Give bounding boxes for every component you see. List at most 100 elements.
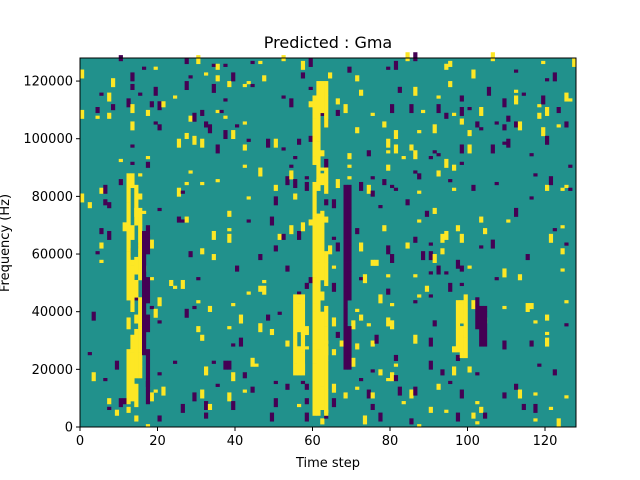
heatmap-cell: [250, 357, 255, 367]
heatmap-cell: [359, 181, 364, 191]
heatmap-cell: [390, 104, 395, 114]
heatmap-cell: [533, 418, 538, 422]
heatmap-band-cell: [316, 95, 321, 114]
heatmap-cell: [258, 254, 263, 261]
heatmap-cell: [258, 323, 263, 333]
heatmap-cell: [324, 216, 329, 223]
heatmap-cell: [320, 291, 325, 301]
heatmap-cell: [452, 164, 457, 171]
heatmap-cell: [459, 95, 464, 102]
heatmap-band-cell: [134, 346, 139, 379]
heatmap-plot-area: [80, 52, 577, 428]
heatmap-cell: [331, 383, 337, 393]
heatmap-cell: [99, 92, 104, 96]
heatmap-band-cell: [347, 184, 352, 209]
heatmap-cell: [347, 164, 352, 168]
heatmap-band-cell: [343, 222, 348, 240]
heatmap-cell: [200, 389, 205, 399]
heatmap-cell: [219, 109, 224, 114]
heatmap-cell: [401, 156, 406, 160]
heatmap-cell: [545, 337, 550, 347]
heatmap-cell: [397, 386, 402, 396]
heatmap-cell: [188, 170, 193, 174]
heatmap-band-cell: [130, 285, 135, 312]
heatmap-cell: [548, 406, 554, 411]
heatmap-cell: [541, 95, 546, 105]
heatmap-band-cell: [130, 334, 135, 353]
heatmap-cell: [95, 115, 100, 119]
heatmap-band-cell: [312, 118, 317, 137]
heatmap-cell: [211, 83, 216, 93]
heatmap-cell: [370, 259, 375, 266]
heatmap-cell: [107, 230, 112, 240]
heatmap-cell: [107, 398, 112, 405]
heatmap-band-cell: [343, 285, 348, 292]
heatmap-cell: [386, 377, 391, 382]
heatmap-cell: [215, 75, 220, 82]
heatmap-cell: [463, 294, 468, 301]
heatmap-cell: [479, 245, 484, 249]
heatmap-cell: [297, 230, 302, 240]
heatmap-band-cell: [126, 184, 131, 203]
heatmap-cell: [359, 277, 364, 281]
heatmap-cell: [424, 285, 430, 292]
heatmap-band-cell: [126, 349, 131, 367]
heatmap-cell: [459, 161, 464, 165]
heatmap-cell: [149, 305, 154, 310]
heatmap-cell: [308, 86, 313, 91]
heatmap-cell: [502, 305, 507, 310]
heatmap-cell: [432, 254, 437, 263]
heatmap-cell: [413, 334, 418, 344]
heatmap-cell: [541, 60, 546, 65]
heatmap-cell: [184, 181, 189, 186]
heatmap-cell: [362, 415, 368, 425]
heatmap-cell: [378, 205, 383, 209]
heatmap-band-cell: [463, 337, 468, 359]
heatmap-cell: [304, 176, 309, 180]
heatmap-cell: [304, 412, 309, 422]
heatmap-cell: [545, 107, 550, 116]
x-tick-label: 100: [455, 434, 480, 449]
heatmap-band-cell: [145, 225, 151, 238]
heatmap-cell: [269, 328, 275, 336]
heatmap-cell: [479, 127, 484, 131]
heatmap-cell: [514, 207, 519, 217]
heatmap-cell: [103, 184, 108, 194]
heatmap-band-cell: [343, 291, 348, 310]
heatmap-cell: [409, 418, 414, 425]
heatmap-cell: [421, 109, 426, 114]
heatmap-cell: [428, 242, 433, 246]
heatmap-cell: [293, 193, 298, 200]
heatmap-band-cell: [320, 216, 325, 235]
heatmap-cell: [436, 383, 441, 390]
heatmap-cell: [413, 300, 418, 304]
heatmap-cell: [130, 72, 135, 82]
heatmap-cell: [502, 98, 507, 108]
heatmap-cell: [386, 150, 391, 154]
heatmap-cell: [428, 271, 433, 275]
heatmap-cell: [122, 222, 127, 232]
heatmap-cell: [428, 337, 433, 347]
heatmap-band-cell: [343, 308, 348, 324]
heatmap-band-cell: [138, 360, 143, 367]
heatmap-band-cell: [316, 112, 321, 125]
heatmap-band-cell: [138, 326, 143, 353]
heatmap-cell: [459, 233, 464, 243]
heatmap-band-cell: [142, 277, 147, 292]
heatmap-cell: [99, 242, 104, 249]
heatmap-cell: [331, 317, 337, 327]
x-tick-label: 20: [149, 434, 166, 449]
heatmap-cell: [448, 81, 453, 88]
heatmap-cell: [273, 184, 278, 191]
heatmap-cell: [297, 291, 302, 295]
heatmap-band-cell: [343, 184, 348, 200]
heatmap-cell: [413, 86, 418, 96]
y-tick-label: 120000: [23, 75, 73, 90]
heatmap-cell: [413, 170, 418, 174]
heatmap-cell: [436, 153, 441, 157]
heatmap-band-cell: [134, 184, 139, 200]
heatmap-cell: [479, 216, 484, 223]
heatmap-cell: [475, 297, 480, 307]
heatmap-cell: [471, 300, 476, 310]
heatmap-cell: [517, 274, 523, 281]
